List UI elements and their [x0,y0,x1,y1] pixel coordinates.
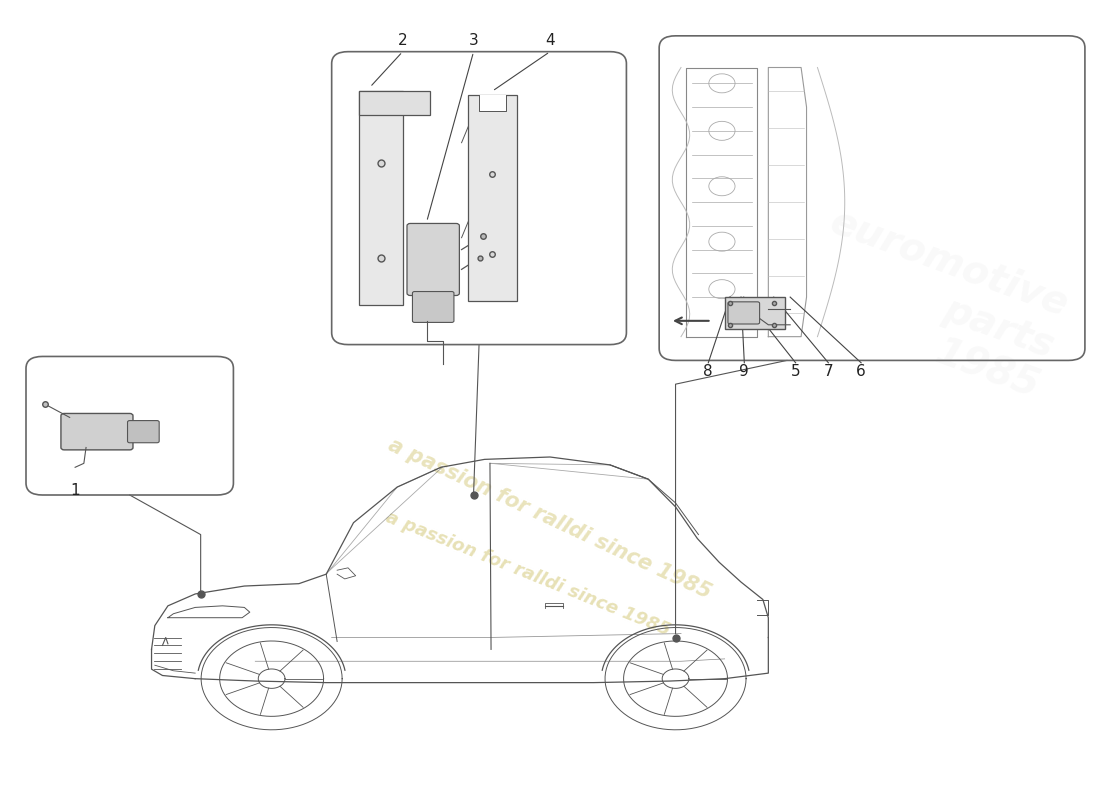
FancyBboxPatch shape [359,91,430,115]
FancyBboxPatch shape [407,223,460,295]
Text: 3: 3 [469,33,478,48]
Text: 9: 9 [739,364,749,379]
FancyBboxPatch shape [478,95,506,111]
FancyBboxPatch shape [128,421,160,442]
FancyBboxPatch shape [60,414,133,450]
Text: 8: 8 [704,364,713,379]
FancyBboxPatch shape [412,291,454,322]
Text: 5: 5 [791,364,801,379]
Text: 2: 2 [398,33,407,48]
FancyBboxPatch shape [728,302,760,324]
Text: 1: 1 [70,483,80,498]
Text: 7: 7 [824,364,833,379]
Text: a passion for ralldi since 1985: a passion for ralldi since 1985 [385,435,715,602]
Text: a passion for ralldi since 1985: a passion for ralldi since 1985 [383,509,673,640]
Text: 6: 6 [856,364,866,379]
Text: euromotive
parts
1985: euromotive parts 1985 [795,202,1074,406]
Text: 4: 4 [546,33,554,48]
FancyBboxPatch shape [725,297,784,329]
FancyBboxPatch shape [469,95,517,301]
FancyBboxPatch shape [359,91,403,305]
